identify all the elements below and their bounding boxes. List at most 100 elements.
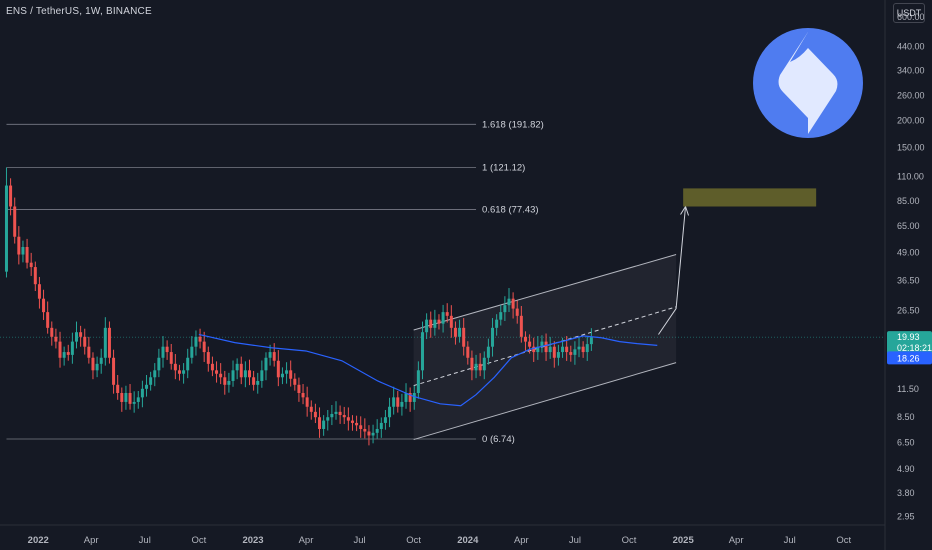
candle-body: [37, 284, 41, 299]
candle-body: [334, 411, 338, 414]
candle-body: [103, 327, 107, 358]
candle-body: [532, 346, 536, 353]
x-tick-label: Oct: [836, 535, 851, 546]
y-tick-label: 4.90: [897, 464, 915, 474]
candle-body: [437, 319, 441, 324]
candle-body: [177, 370, 181, 374]
candle-body: [272, 352, 276, 361]
candle-body: [62, 352, 66, 358]
last-price-tag: [887, 331, 932, 356]
y-tick-label: 600.00: [897, 12, 925, 22]
y-tick-label: 3.80: [897, 488, 915, 498]
candle-body: [342, 415, 346, 418]
candle-body: [161, 346, 165, 358]
candle-body: [491, 327, 495, 347]
candle-body: [482, 357, 486, 371]
fib-level-label: 1.618 (191.82): [482, 119, 544, 130]
candle-body: [474, 363, 478, 371]
candle-body: [268, 352, 272, 358]
candle-body: [433, 319, 437, 328]
candle-body: [13, 206, 17, 237]
y-tick-label: 150.00: [897, 142, 925, 152]
candle-body: [544, 341, 548, 353]
candle-body: [280, 373, 284, 378]
candle-body: [528, 341, 532, 347]
x-tick-label: 2024: [457, 535, 479, 546]
chart-grid: [0, 0, 886, 550]
candle-body: [589, 337, 593, 345]
candle-body: [124, 392, 128, 402]
fib-level-label: 0 (6.74): [482, 434, 515, 445]
candle-body: [149, 377, 153, 385]
candle-body: [519, 315, 523, 337]
candle-body: [157, 357, 161, 371]
y-tick-label: 6.50: [897, 437, 915, 447]
candle-body: [388, 406, 392, 418]
candle-body: [186, 357, 190, 371]
candle-body: [17, 236, 21, 255]
candle-body: [194, 336, 198, 347]
x-tick-label: Apr: [729, 535, 744, 546]
candle-body: [350, 420, 354, 423]
candle-body: [392, 397, 396, 407]
x-tick-label: Apr: [514, 535, 529, 546]
x-tick-label: Jul: [139, 535, 151, 546]
candle-body: [276, 360, 280, 378]
y-tick-label: 65.00: [897, 221, 920, 231]
candle-body: [120, 392, 124, 402]
candle-body: [540, 341, 544, 347]
x-tick-label: Apr: [299, 535, 314, 546]
ma-price-label: 18.26: [897, 353, 920, 363]
candle-body: [561, 346, 565, 353]
candle-body: [235, 363, 239, 371]
candle-body: [470, 357, 474, 371]
candle-body: [408, 392, 412, 402]
y-tick-label: 260.00: [897, 91, 925, 101]
candle-body: [153, 370, 157, 378]
candle-body: [247, 370, 251, 378]
time-axis[interactable]: 2022 Apr Jul Oct 2023 Apr Jul Oct 2024 Apr Jul Oct 2…: [28, 535, 852, 546]
fib-level-label: 1 (121.12): [482, 163, 525, 174]
candle-body: [285, 370, 289, 374]
candle-body: [548, 346, 552, 353]
candle-body: [140, 388, 144, 398]
channel-lower-line: [413, 362, 677, 441]
candle-body: [169, 352, 173, 364]
target-zone-box: [683, 188, 817, 207]
candle-body: [449, 315, 453, 328]
candle-body: [91, 357, 95, 371]
price-axis[interactable]: 600.00 440.00 340.00 260.00 200.00 150.00 110.…: [897, 12, 925, 522]
candle-body: [396, 397, 400, 407]
candle-body: [132, 401, 136, 404]
candle-body: [293, 378, 297, 385]
candle-body: [74, 332, 78, 342]
candle-body: [585, 344, 589, 353]
candle-body: [297, 384, 301, 393]
candle-body: [198, 336, 202, 342]
candle-body: [326, 417, 330, 421]
candle-body: [445, 312, 449, 316]
candle-body: [453, 327, 457, 337]
candle-body: [252, 377, 256, 385]
candle-body: [569, 352, 573, 355]
candle-body: [503, 305, 507, 313]
candle-body: [305, 397, 309, 407]
candle-body: [29, 262, 33, 268]
x-tick-label: Jul: [569, 535, 581, 546]
candle-body: [420, 332, 424, 371]
candle-body: [256, 380, 260, 385]
last-price-label: 19.93: [897, 332, 920, 342]
candle-body: [145, 384, 149, 389]
candle-body: [50, 327, 54, 337]
projection-path: [658, 206, 687, 335]
candle-body: [99, 357, 103, 364]
candle-body: [523, 336, 527, 342]
x-tick-label: 2025: [673, 535, 695, 546]
candle-body: [107, 327, 111, 358]
candle-body: [54, 336, 58, 342]
y-tick-label: 8.50: [897, 412, 915, 422]
currency-button[interactable]: USDT: [893, 3, 925, 23]
y-tick-label: 36.50: [897, 275, 920, 285]
candle-body: [25, 246, 29, 263]
